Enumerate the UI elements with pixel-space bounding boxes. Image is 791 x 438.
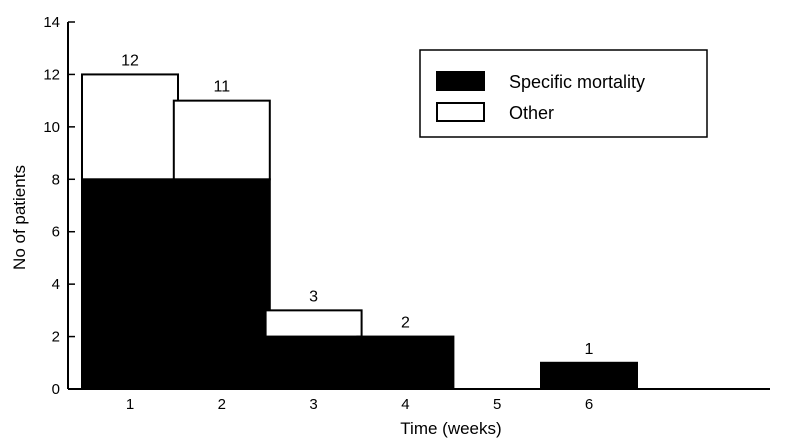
bar-total-label: 3 — [309, 288, 318, 305]
legend-label-specific-mortality: Specific mortality — [509, 72, 645, 92]
x-tick-label: 3 — [309, 396, 317, 413]
bar-total-label: 12 — [121, 52, 139, 69]
y-ticks-group: 0 2 4 6 8 10 12 14 — [43, 14, 75, 398]
x-tick-label: 5 — [493, 396, 501, 413]
x-tick-label: 4 — [401, 396, 409, 413]
bar-total-label: 1 — [585, 341, 594, 358]
bar-segment-specific-mortality — [174, 179, 270, 389]
x-axis-title: Time (weeks) — [400, 419, 501, 438]
y-tick-label: 14 — [43, 14, 60, 31]
bar-segment-other — [266, 310, 362, 336]
y-tick-label: 2 — [52, 329, 60, 346]
bar-segment-other — [174, 101, 270, 180]
bar-segment-specific-mortality — [82, 179, 178, 389]
x-tick-label: 2 — [218, 396, 226, 413]
y-tick-label: 0 — [52, 381, 60, 398]
y-axis-title: No of patients — [10, 165, 29, 270]
bar-segment-specific-mortality — [357, 337, 453, 389]
bar-segment-other — [82, 74, 178, 179]
y-tick-label: 8 — [52, 171, 60, 188]
bar-total-label: 11 — [213, 79, 230, 96]
bar-segment-specific-mortality — [541, 363, 637, 389]
legend-label-other: Other — [509, 103, 554, 123]
bar-segment-specific-mortality — [266, 337, 362, 389]
legend-swatch-specific-mortality — [437, 72, 484, 90]
legend-box — [420, 50, 707, 137]
legend-swatch-other — [437, 103, 484, 121]
x-tick-label: 6 — [585, 396, 593, 413]
x-tick-label: 1 — [126, 396, 134, 413]
y-tick-label: 10 — [43, 119, 60, 136]
bar-total-label: 2 — [401, 315, 410, 332]
y-tick-label: 12 — [43, 66, 60, 83]
y-tick-label: 6 — [52, 224, 60, 241]
legend: Specific mortality Other — [420, 50, 707, 137]
y-tick-label: 4 — [52, 276, 60, 293]
